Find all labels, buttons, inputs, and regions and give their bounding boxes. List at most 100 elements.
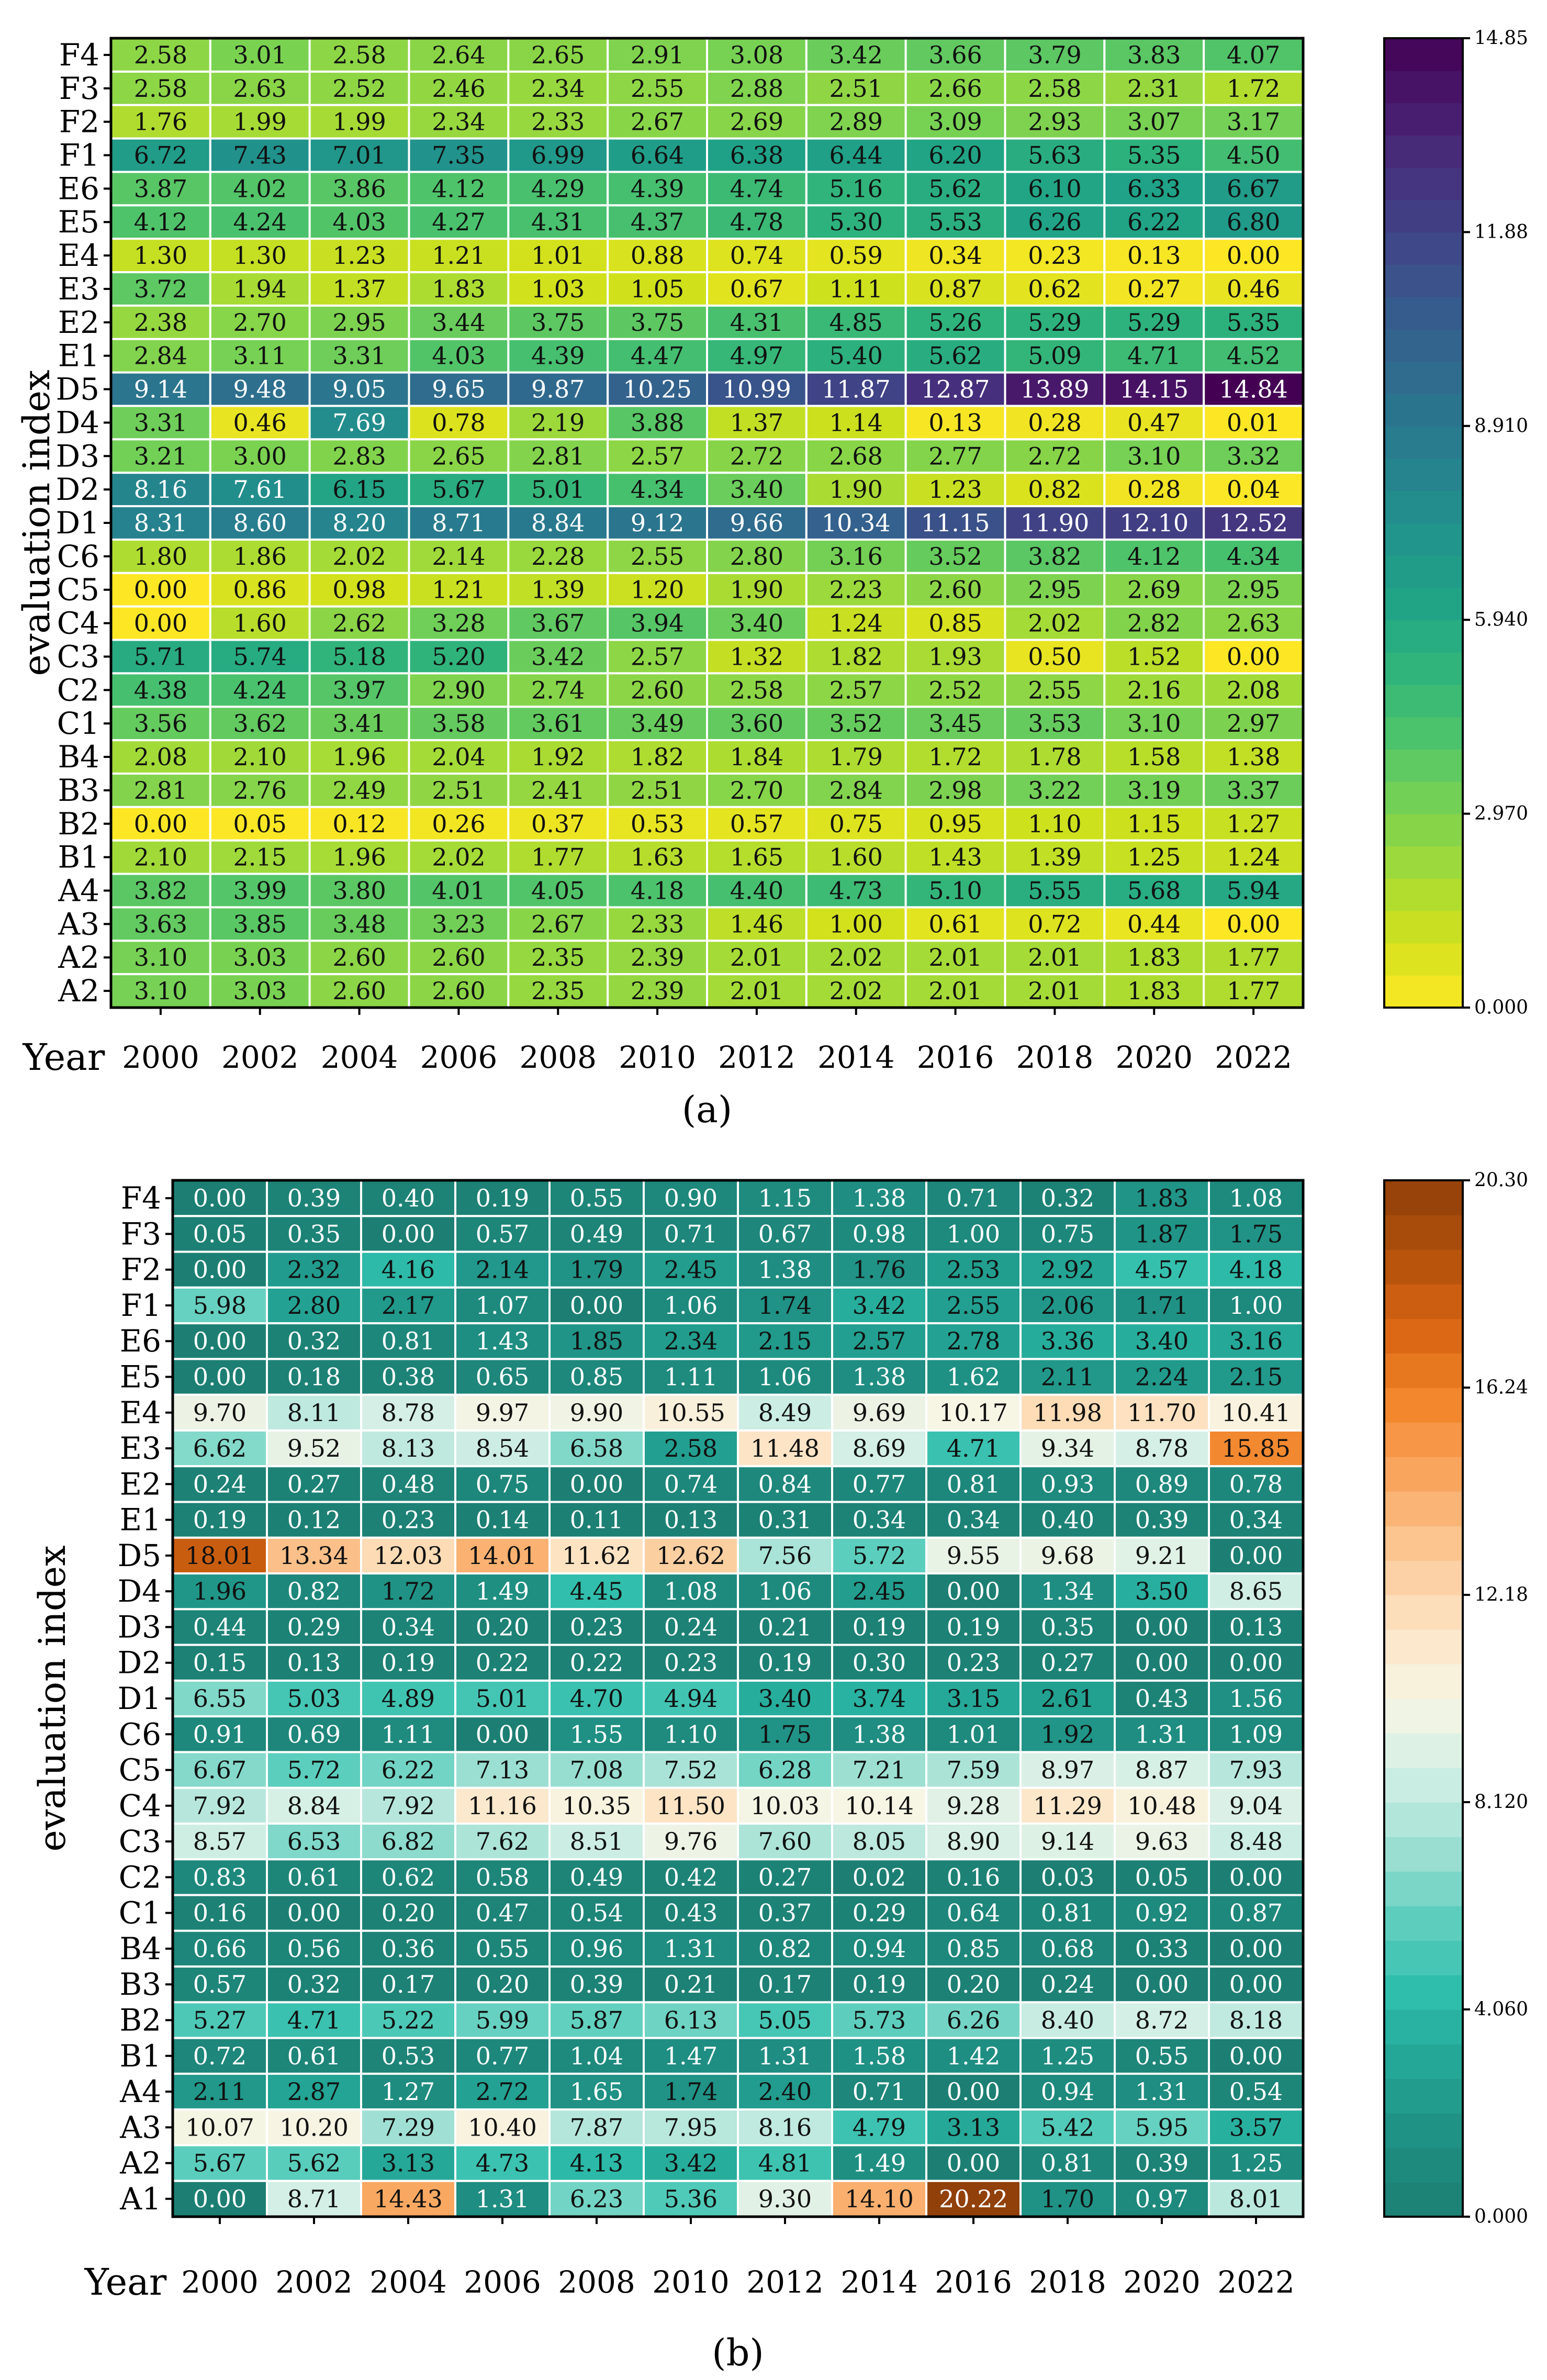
heatmap-cell bbox=[1114, 1501, 1210, 1539]
heatmap-cell bbox=[408, 940, 510, 976]
cell-value-label: 0.68 bbox=[1041, 1935, 1094, 1963]
heatmap-cell bbox=[706, 238, 808, 274]
cell-value-label: 3.13 bbox=[382, 2149, 435, 2177]
cell-value-label: 0.62 bbox=[1028, 275, 1081, 303]
cell-value-label: 2.80 bbox=[730, 542, 783, 571]
cell-value-label: 0.23 bbox=[664, 1649, 718, 1677]
cell-value-label: 0.87 bbox=[1229, 1899, 1283, 1927]
cell-value-label: 1.93 bbox=[928, 642, 982, 671]
cell-value-label: 0.39 bbox=[1135, 1506, 1189, 1534]
cell-value-label: 4.97 bbox=[730, 342, 783, 370]
heatmap-cell bbox=[1114, 1786, 1210, 1825]
cell-value-label: 8.13 bbox=[382, 1434, 435, 1462]
cell-value-label: 2.28 bbox=[531, 542, 585, 571]
cell-value-label: 0.75 bbox=[476, 1470, 529, 1498]
cell-value-label: 2.19 bbox=[531, 408, 585, 437]
cell-value-label: 10.17 bbox=[939, 1399, 1008, 1427]
cell-value-label: 0.13 bbox=[1229, 1613, 1283, 1641]
cell-value-label: 2.77 bbox=[928, 442, 982, 470]
heatmap-cell bbox=[1203, 371, 1305, 407]
cell-value-label: 7.87 bbox=[570, 2113, 623, 2141]
cell-value-label: 0.93 bbox=[1041, 1470, 1094, 1498]
cell-value-label: 9.70 bbox=[193, 1399, 246, 1427]
cell-value-label: 7.35 bbox=[432, 141, 485, 170]
heatmap-cell bbox=[110, 137, 211, 173]
cell-value-label: 4.40 bbox=[730, 876, 783, 904]
cell-value-label: 1.39 bbox=[531, 576, 585, 604]
heatmap-cell bbox=[925, 1215, 1022, 1253]
cell-value-label: 1.24 bbox=[829, 609, 883, 638]
colorbar-band bbox=[1384, 70, 1463, 104]
heatmap-cell bbox=[1114, 2072, 1210, 2111]
cell-value-label: 3.42 bbox=[853, 1291, 906, 1320]
cell-value-label: 1.76 bbox=[134, 108, 187, 136]
cell-value-label: 4.71 bbox=[1127, 342, 1181, 370]
cell-value-label: 2.45 bbox=[853, 1577, 906, 1605]
cell-value-label: 1.25 bbox=[1229, 2149, 1283, 2177]
cell-value-label: 0.55 bbox=[1135, 2042, 1189, 2070]
cell-value-label: 1.23 bbox=[332, 241, 386, 270]
cell-value-label: 2.55 bbox=[631, 542, 684, 571]
heatmap-cell bbox=[831, 1751, 927, 1789]
heatmap-cell bbox=[1019, 2108, 1116, 2147]
cell-value-label: 0.23 bbox=[570, 1613, 623, 1641]
cell-value-label: 0.42 bbox=[664, 1863, 718, 1891]
cell-value-label: 2.93 bbox=[1028, 108, 1081, 136]
heatmap-cell bbox=[805, 806, 907, 842]
heatmap-cell bbox=[454, 1215, 551, 1253]
cell-value-label: 2.55 bbox=[1028, 676, 1081, 704]
cell-value-label: 0.00 bbox=[1135, 1970, 1189, 1998]
cell-value-label: 0.23 bbox=[947, 1649, 1000, 1677]
cell-value-label: 0.00 bbox=[1229, 1863, 1283, 1891]
heatmap-cell bbox=[1004, 906, 1106, 942]
y-tick-label: D2 bbox=[118, 1645, 161, 1681]
heatmap-cell bbox=[607, 605, 708, 641]
cell-value-label: 1.38 bbox=[758, 1256, 812, 1284]
y-tick-label: A1 bbox=[119, 2181, 161, 2217]
cell-value-label: 5.72 bbox=[287, 1756, 341, 1784]
cell-value-label: 0.81 bbox=[1041, 2149, 1094, 2177]
heatmap-cell bbox=[507, 70, 609, 106]
cell-value-label: 1.07 bbox=[476, 1291, 529, 1320]
cell-value-label: 0.46 bbox=[1227, 275, 1280, 303]
cell-value-label: 1.25 bbox=[1041, 2042, 1094, 2070]
cell-value-label: 2.88 bbox=[730, 74, 783, 103]
cell-value-label: 5.18 bbox=[332, 642, 386, 671]
cell-value-label: 0.64 bbox=[947, 1899, 1000, 1927]
cell-value-label: 2.02 bbox=[432, 843, 485, 871]
cell-value-label: 2.52 bbox=[332, 74, 386, 103]
colorbar-tick-label: 2.970 bbox=[1474, 803, 1528, 824]
colorbar-band bbox=[1384, 426, 1463, 459]
cell-value-label: 2.90 bbox=[432, 676, 485, 704]
cell-value-label: 10.48 bbox=[1127, 1792, 1196, 1820]
cell-value-label: 11.50 bbox=[656, 1792, 725, 1820]
y-tick-label: E2 bbox=[120, 1466, 161, 1502]
cell-value-label: 1.11 bbox=[664, 1363, 718, 1391]
cell-value-label: 6.58 bbox=[570, 1434, 623, 1462]
heatmap-cell bbox=[408, 973, 510, 1009]
cell-value-label: 0.94 bbox=[1041, 2077, 1094, 2106]
cell-value-label: 4.37 bbox=[631, 208, 684, 236]
cell-value-label: 0.54 bbox=[1229, 2077, 1283, 2106]
heatmap-cell bbox=[1203, 204, 1305, 240]
cell-value-label: 0.24 bbox=[1041, 1970, 1094, 1998]
heatmap-cell bbox=[805, 973, 907, 1009]
cell-value-label: 5.67 bbox=[432, 475, 485, 504]
cell-value-label: 20.22 bbox=[939, 2185, 1008, 2213]
cell-value-label: 7.43 bbox=[233, 141, 287, 170]
heatmap-cell bbox=[360, 1822, 456, 1861]
heatmap-cell bbox=[643, 1465, 739, 1503]
heatmap-cell bbox=[1208, 1894, 1304, 1932]
heatmap-cell bbox=[805, 171, 907, 207]
heatmap-cell bbox=[110, 639, 211, 675]
heatmap-cell bbox=[454, 1894, 551, 1932]
heatmap-cell bbox=[643, 1536, 739, 1575]
cell-value-label: 1.85 bbox=[570, 1327, 623, 1355]
cell-value-label: 2.60 bbox=[432, 943, 485, 971]
cell-value-label: 0.23 bbox=[382, 1506, 435, 1534]
cell-value-label: 1.43 bbox=[928, 843, 982, 871]
heatmap-cell bbox=[360, 1572, 456, 1611]
heatmap-cell bbox=[360, 1679, 456, 1718]
cell-value-label: 0.13 bbox=[1127, 241, 1181, 270]
heatmap-cell bbox=[408, 271, 510, 307]
